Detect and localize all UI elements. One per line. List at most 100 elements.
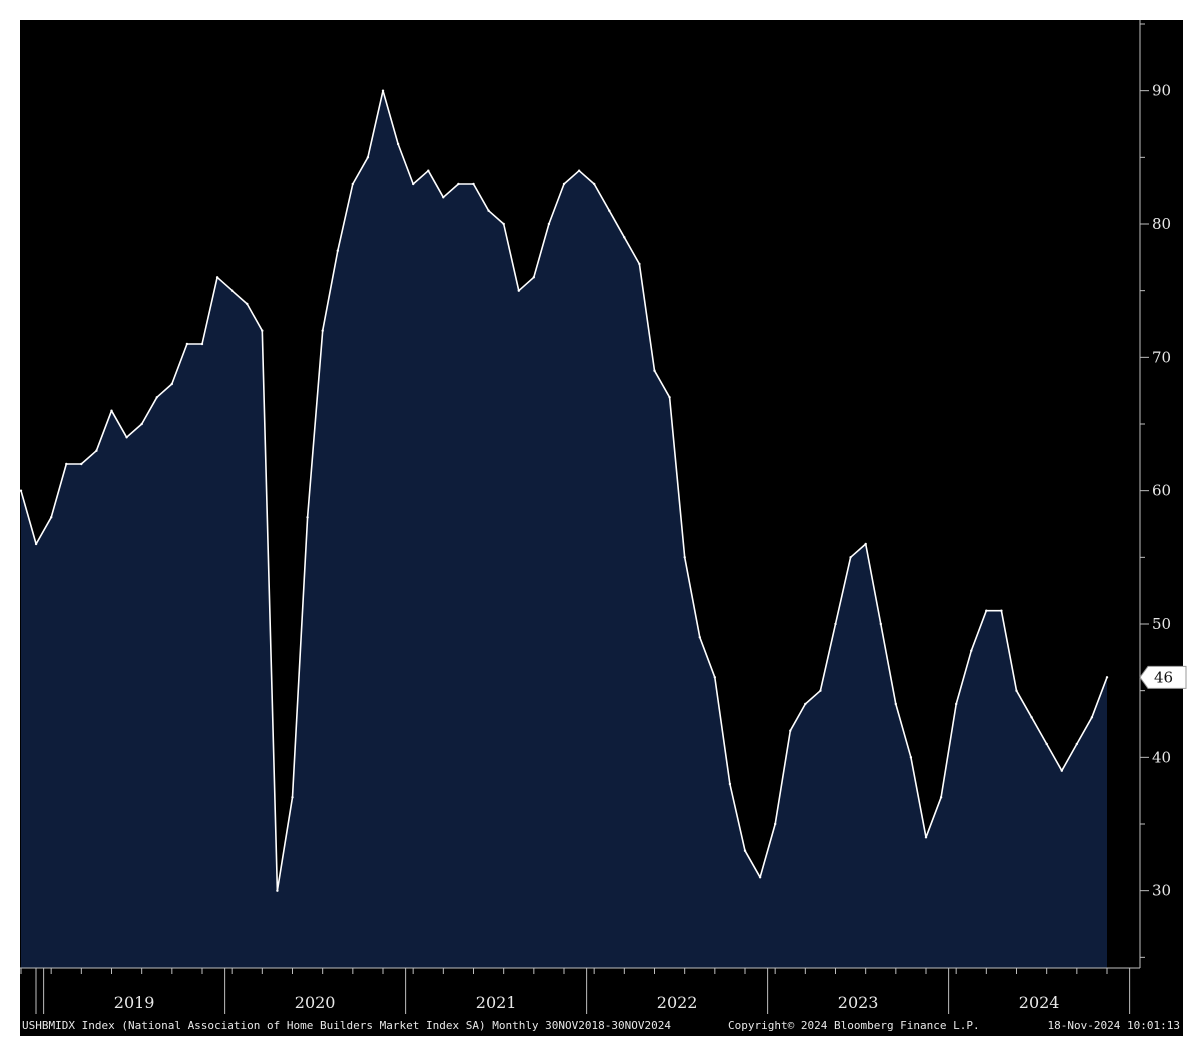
y-tick-label: 60 [1152,482,1171,500]
data-point [939,796,943,799]
data-point [215,276,219,279]
data-point [743,849,747,852]
y-tick-label: 30 [1152,882,1171,900]
data-point [758,876,762,879]
data-point [789,729,792,732]
data-point [442,196,445,199]
data-point [80,462,83,466]
y-tick-label: 50 [1152,615,1171,633]
x-tick-label: 2020 [295,993,336,1012]
data-point [562,182,566,186]
data-point [231,289,234,292]
data-point [638,262,641,266]
data-point [396,142,400,146]
data-point [185,342,189,346]
data-point [547,222,551,226]
data-point [155,396,158,399]
x-tick-label: 2023 [838,993,879,1012]
data-point [774,822,777,826]
series-area [21,90,1107,968]
footer-left: USHBMIDX Index (National Association of … [22,1019,671,1032]
data-point [366,156,370,159]
data-point [653,369,656,372]
data-point [125,436,128,439]
data-point [95,449,98,452]
y-tick-label: 80 [1152,215,1171,233]
data-point [593,182,596,186]
data-point [170,382,173,386]
data-point [140,422,143,426]
x-tick-label: 2022 [657,993,698,1012]
data-point [1045,742,1048,746]
data-point [381,89,385,92]
data-point [1075,742,1079,746]
data-point [924,836,928,839]
data-point [608,209,611,212]
data-point [276,889,279,892]
data-point [894,702,897,706]
data-point [19,489,23,492]
data-point [427,169,430,172]
data-point [683,556,686,559]
data-point [291,796,294,799]
data-point [985,609,988,612]
y-tick-label: 70 [1152,348,1171,366]
footer-center: Copyright© 2024 Bloomberg Finance L.P. [728,1019,980,1032]
data-point [955,702,958,706]
data-point [517,289,520,292]
data-point [1000,609,1003,612]
data-point [577,169,581,172]
data-point [200,342,204,346]
data-point [532,276,535,279]
data-point [351,182,354,186]
data-point [65,462,68,466]
y-tick-label: 40 [1152,748,1171,766]
last-value-marker: 46 [1139,665,1187,689]
data-point [110,409,113,412]
y-tick-label: 90 [1152,82,1171,100]
axis-layer [20,20,1145,969]
last-value-label: 46 [1154,668,1173,686]
data-point [819,689,822,692]
x-tick-label: 2024 [1019,993,1060,1012]
data-point [336,249,339,252]
x-tick-label: 2021 [476,993,517,1012]
data-point [261,329,264,332]
footer-right: 18-Nov-2024 10:01:13 [1048,1019,1180,1032]
data-point [306,516,309,519]
last-value-tag [1139,665,1187,689]
area-layer [19,89,1109,968]
data-point [487,209,490,212]
data-point [34,542,38,546]
data-point [879,622,882,626]
data-point [713,676,716,679]
x-tick-label: 2019 [114,993,155,1012]
data-point [849,556,852,559]
data-point [728,782,732,786]
data-point [668,396,671,399]
footer: USHBMIDX Index (National Association of … [22,1019,1180,1032]
data-point [1105,676,1109,679]
x-axis-ticks: 2019 2020 2021 2022 2023 2024 [20,968,1131,1014]
data-point [246,302,249,306]
data-point [804,702,807,706]
data-point [502,222,505,226]
data-point [970,649,973,652]
data-point [909,756,913,759]
data-point [834,622,837,626]
data-point [321,329,324,332]
data-point [457,182,460,186]
y-axis-ticks: 30 40 50 60 70 80 90 [1140,82,1171,900]
data-point [1015,689,1018,692]
data-point [1060,769,1064,772]
data-point [50,516,53,519]
data-point [412,182,415,186]
data-point [864,542,867,546]
data-point [623,236,626,239]
data-point [698,636,701,639]
data-point [1030,716,1033,719]
data-point [472,182,475,186]
data-point [1090,716,1094,719]
